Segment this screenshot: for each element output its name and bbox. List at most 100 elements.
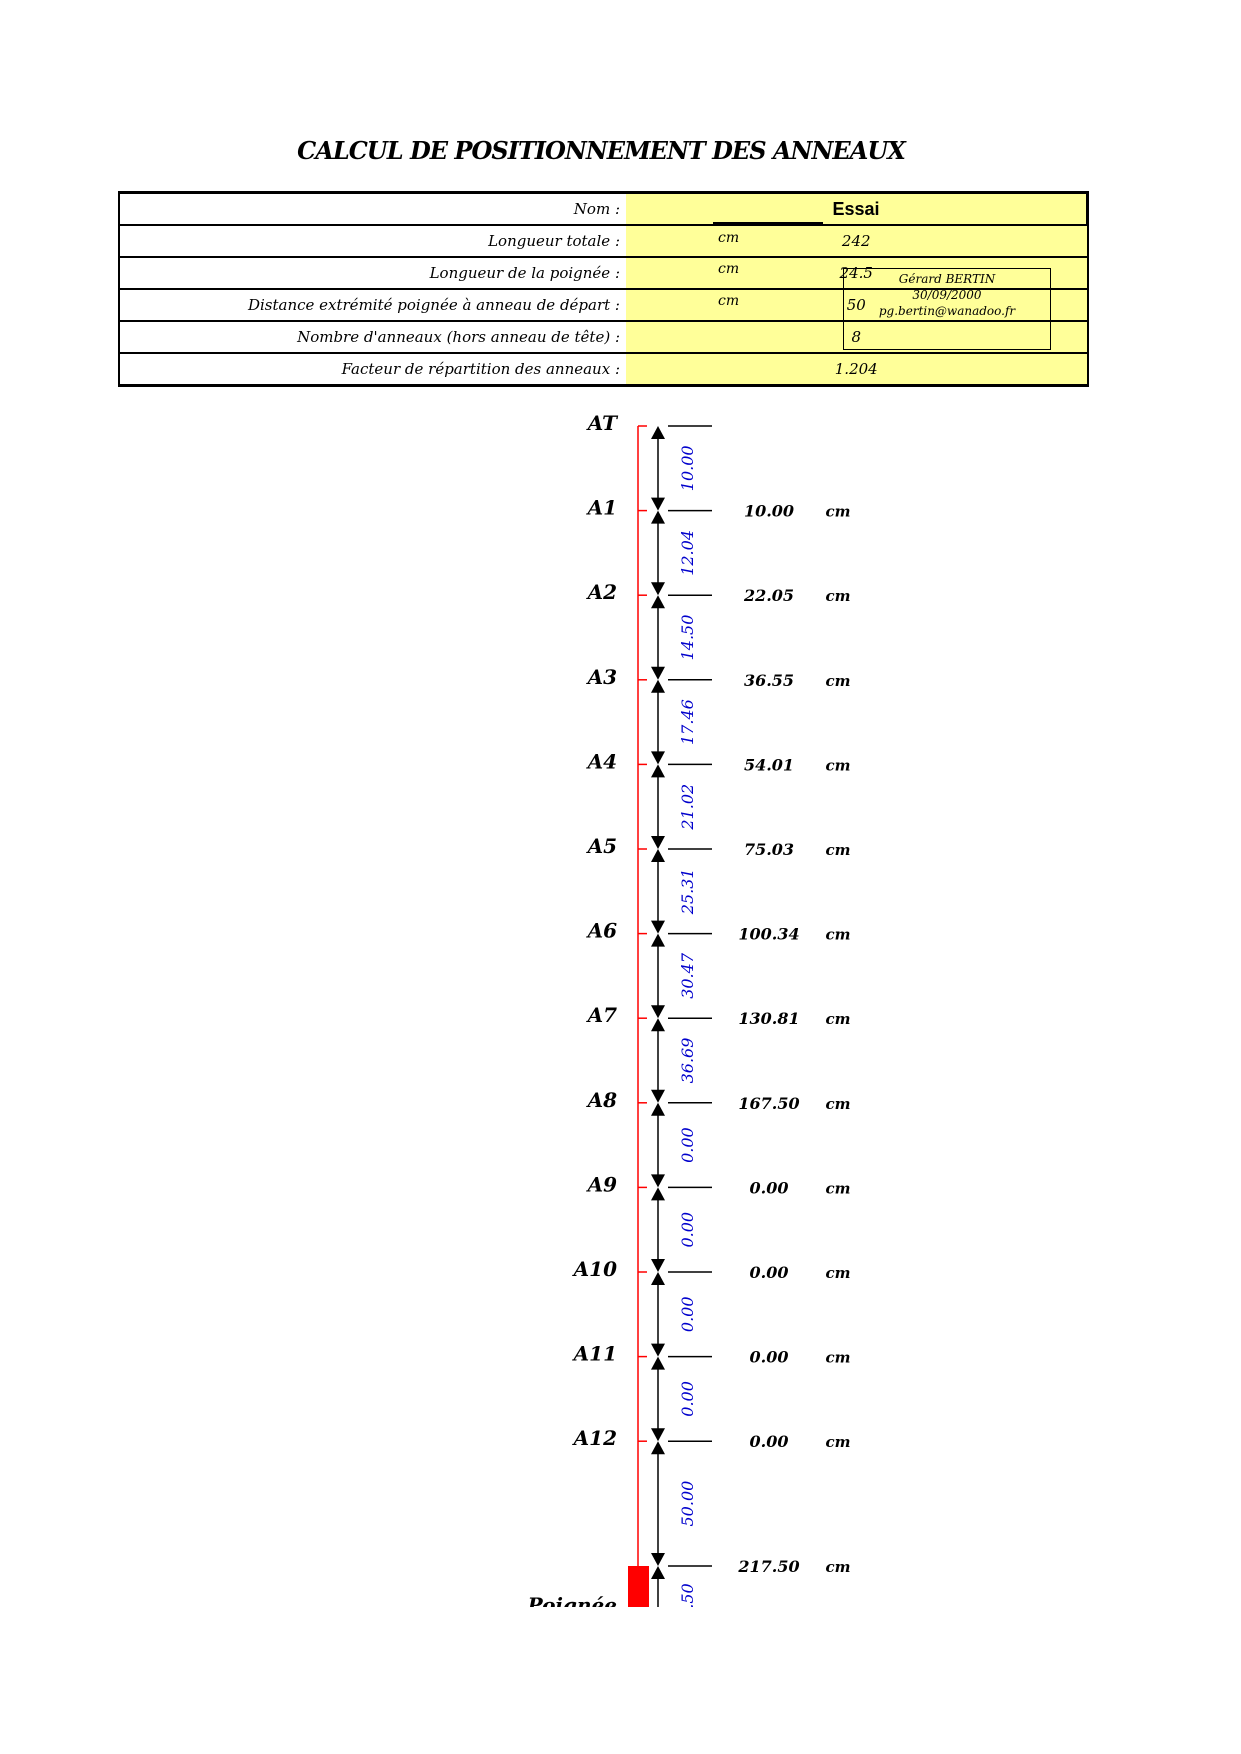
arrow-head-up <box>651 1187 665 1201</box>
arrow-head-down <box>651 497 665 511</box>
ring-label: A11 <box>572 1342 617 1366</box>
signature-box: Gérard BERTIN 30/09/2000 pg.bertin@wanad… <box>843 268 1051 350</box>
unit-label: cm <box>825 1433 850 1451</box>
unit-label: cm <box>825 1179 850 1197</box>
arrow-head-up <box>651 764 665 778</box>
unit-label: cm <box>825 1095 850 1113</box>
ring-label: A9 <box>586 1172 618 1196</box>
unit-label: cm <box>718 230 740 246</box>
spacing-value: 0.00 <box>678 1212 697 1248</box>
unit-label: cm <box>718 261 740 277</box>
ring-position: 0.00 <box>750 1178 789 1197</box>
ring-label: A3 <box>586 665 618 689</box>
arrow-head-up <box>651 1102 665 1116</box>
ring-position: 0.00 <box>750 1263 789 1282</box>
ring-position: 75.03 <box>744 840 794 859</box>
start-distance-field[interactable]: 50 <box>626 288 1089 322</box>
ring-position: 22.05 <box>743 586 794 605</box>
handle-block <box>628 1566 649 1607</box>
arrow-head-down <box>651 582 665 596</box>
ring-position: 36.55 <box>744 671 794 690</box>
ring-position: 100.34 <box>738 925 799 944</box>
arrow-head-down <box>651 1174 665 1188</box>
arrow-head-up <box>651 933 665 947</box>
arrow-head-down <box>651 920 665 934</box>
ring-position: 167.50 <box>738 1094 799 1113</box>
ring-position: 10.00 <box>744 502 794 521</box>
arrow-head-down <box>651 666 665 680</box>
handle-label: Poignée <box>527 1593 617 1617</box>
unit-label: cm <box>825 841 850 859</box>
unit-label: cm <box>825 672 850 690</box>
author-email: pg.bertin@wanadoo.fr <box>878 304 1016 318</box>
arrow-head-down <box>651 751 665 765</box>
spacing-value: 30.47 <box>678 952 697 999</box>
unit-label: cm <box>825 1010 850 1028</box>
spacing-value: 12.04 <box>678 530 697 576</box>
spacing-value: 17.46 <box>678 699 697 745</box>
param-label: Longueur totale : <box>118 224 626 258</box>
param-label: Facteur de répartition des anneaux : <box>118 352 626 387</box>
arrow-head-up <box>651 1566 665 1579</box>
arrow-head-up <box>651 1272 665 1285</box>
nom-label: Nom : <box>118 191 626 226</box>
arrow-head-down <box>651 1553 665 1566</box>
author-name: Gérard BERTIN <box>898 272 996 286</box>
unit-label: cm <box>825 587 850 605</box>
arrow-head-down <box>651 1259 665 1272</box>
arrow-head-down <box>651 1089 665 1103</box>
handle-length-field[interactable]: 24.5 <box>626 256 1089 290</box>
spacing-value: 0.00 <box>678 1381 697 1417</box>
ring-label: A10 <box>572 1257 617 1281</box>
unit-label: cm <box>825 1558 850 1576</box>
ring-count-field[interactable]: 8 <box>626 320 1089 354</box>
total-length-field[interactable]: 242 <box>626 224 1089 258</box>
unit-label: cm <box>718 293 740 309</box>
arrow-head-down <box>651 1428 665 1442</box>
param-label: Distance extrémité poignée à anneau de d… <box>118 288 626 322</box>
page-title: CALCUL DE POSITIONNEMENT DES ANNEAUX <box>297 136 906 165</box>
arrow-head-up <box>651 1018 665 1032</box>
spacing-value: 0.00 <box>678 1127 697 1163</box>
arrow-head-up <box>651 510 665 524</box>
spacing-value: 10.00 <box>678 445 697 491</box>
ring-position: 54.01 <box>744 755 794 774</box>
ring-position: 0.00 <box>750 1348 789 1367</box>
spacing-value: .50 <box>678 1583 697 1608</box>
spacing-value: 50.00 <box>678 1481 697 1527</box>
spacing-value: 21.02 <box>678 784 697 831</box>
arrow-head-down <box>651 836 665 849</box>
ring-label: AT <box>586 411 619 435</box>
nom-field[interactable]: Essai <box>626 191 1089 225</box>
arrow-head-down <box>651 1005 665 1019</box>
arrow-head-down <box>651 1343 665 1357</box>
ring-label: A1 <box>586 496 617 520</box>
unit-label: cm <box>825 1264 850 1282</box>
unit-label: cm <box>825 1349 850 1367</box>
spacing-value: 25.31 <box>678 868 697 915</box>
unit-label: cm <box>825 503 850 521</box>
param-label: Nombre d'anneaux (hors anneau de tête) : <box>118 320 626 354</box>
unit-label: cm <box>825 756 850 774</box>
arrow-head-up <box>651 849 665 862</box>
unit-label: cm <box>825 926 850 944</box>
divider <box>713 222 823 225</box>
ring-position: 0.00 <box>750 1432 789 1451</box>
arrow-head-up <box>651 679 665 693</box>
ring-label: A4 <box>586 749 617 773</box>
ring-label: A2 <box>586 580 618 604</box>
ring-label: A5 <box>586 834 617 858</box>
spacing-value: 14.50 <box>678 615 697 661</box>
ring-label: A7 <box>586 1003 618 1027</box>
ring-position: 217.50 <box>737 1557 799 1576</box>
ring-label: A8 <box>586 1088 618 1112</box>
distribution-factor-field[interactable]: 1.204 <box>626 352 1089 387</box>
spacing-value: 0.00 <box>678 1296 697 1332</box>
param-label: Longueur de la poignée : <box>118 256 626 290</box>
arrow-head-up <box>651 426 665 439</box>
arrow-head-up <box>651 595 665 609</box>
arrow-head-up <box>651 1441 665 1455</box>
parameters-table: Nom : Essai Longueur totale :242 Longueu… <box>118 191 1089 387</box>
spacing-value: 36.69 <box>678 1038 697 1084</box>
